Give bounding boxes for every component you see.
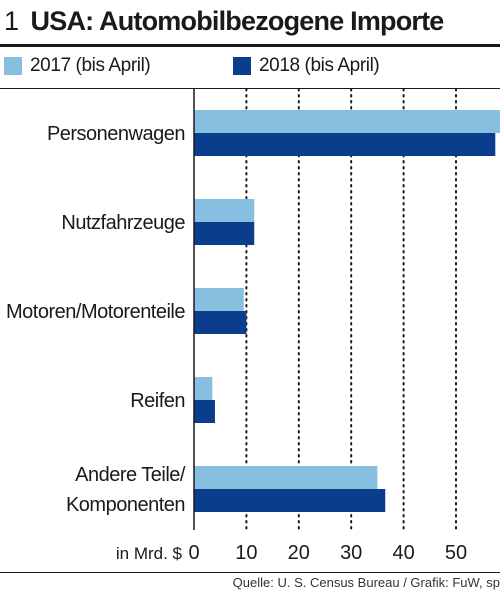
bar-2018-2 — [194, 311, 247, 334]
category-label-2: Motoren/Motorenteile — [6, 301, 185, 323]
tick-label-30: 30 — [340, 542, 362, 564]
tick-label-0: 0 — [188, 542, 199, 564]
bar-2018-3 — [194, 400, 215, 423]
legend: 2017 (bis April) 2018 (bis April) — [0, 55, 500, 83]
bar-2018-4 — [194, 489, 386, 512]
chart-title: USA: Automobilbezogene Importe — [30, 6, 445, 36]
category-label-1: Nutzfahrzeuge — [61, 212, 185, 234]
legend-swatch-2017 — [4, 57, 22, 75]
bar-2017-2 — [194, 288, 244, 311]
unit-label: in Mrd. $ — [116, 544, 183, 563]
bar-2018-1 — [194, 222, 255, 245]
category-label-0: Personenwagen — [47, 123, 185, 145]
source-note: Quelle: U. S. Census Bureau / Grafik: Fu… — [232, 575, 500, 590]
footer-divider — [0, 572, 500, 573]
tick-label-10: 10 — [235, 542, 257, 564]
legend-label-2017: 2017 (bis April) — [30, 55, 151, 76]
bar-2017-1 — [194, 199, 255, 222]
chart-number: 1 — [4, 6, 19, 36]
bar-2017-0 — [194, 110, 500, 133]
legend-item-2018: 2018 (bis April) — [233, 55, 380, 77]
title-divider — [0, 44, 500, 47]
category-label-4-line1: Komponenten — [66, 494, 185, 516]
chart-heading: 1 USA: Automobilbezogene Importe — [4, 6, 444, 40]
legend-divider — [0, 88, 500, 89]
legend-swatch-2018 — [233, 57, 251, 75]
bar-2017-4 — [194, 466, 378, 489]
tick-label-50: 50 — [445, 542, 467, 564]
tick-label-20: 20 — [288, 542, 310, 564]
bar-2017-3 — [194, 377, 213, 400]
bar-2018-0 — [194, 133, 496, 156]
category-label-3: Reifen — [130, 390, 185, 412]
legend-label-2018: 2018 (bis April) — [259, 55, 380, 76]
tick-label-40: 40 — [392, 542, 414, 564]
category-label-4-line0: Andere Teile/ — [75, 464, 186, 486]
bar-chart: Personenwagen Nutzfahrzeuge Motoren/Motore… — [6, 89, 500, 564]
legend-item-2017: 2017 (bis April) — [4, 55, 151, 77]
